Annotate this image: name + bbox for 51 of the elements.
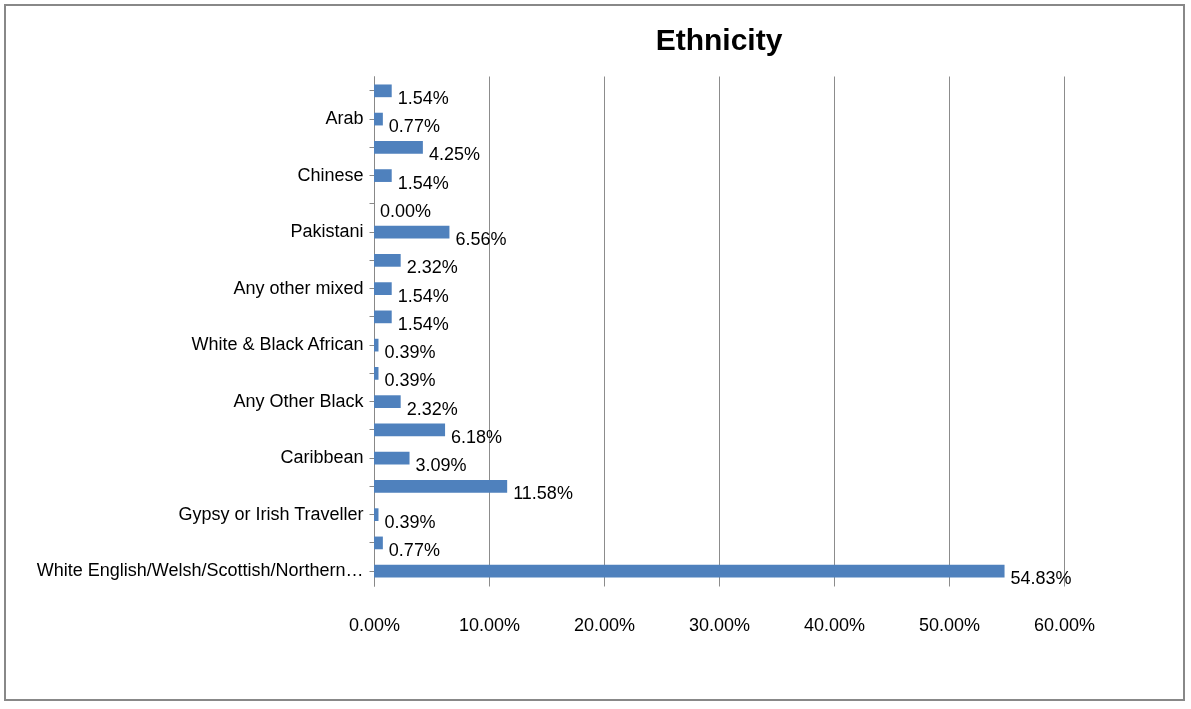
bar xyxy=(374,282,392,295)
y-tick-label: Any Other Black xyxy=(233,390,365,411)
bar xyxy=(374,395,401,408)
data-label: 1.54% xyxy=(397,285,449,306)
data-label: 0.39% xyxy=(384,511,436,532)
data-label: 1.54% xyxy=(397,313,449,334)
bar xyxy=(374,225,450,239)
y-tick-label: Any other mixed xyxy=(233,277,364,298)
x-tick-label: 30.00% xyxy=(688,614,751,635)
x-tick-label: 20.00% xyxy=(573,614,636,635)
bar xyxy=(374,536,383,550)
x-tick-label: 60.00% xyxy=(1033,614,1096,635)
x-tick-label: 40.00% xyxy=(803,614,866,635)
data-label: 4.25% xyxy=(428,144,480,165)
bar xyxy=(374,367,379,380)
data-label: 2.32% xyxy=(406,398,458,419)
bar xyxy=(374,254,401,267)
data-label: 6.56% xyxy=(455,229,507,250)
bar xyxy=(374,84,392,98)
data-label: 6.18% xyxy=(451,426,503,447)
bar xyxy=(374,508,379,522)
x-tick-label: 50.00% xyxy=(918,614,981,635)
bar xyxy=(374,310,392,324)
y-tick-label: White English/Welsh/Scottish/Northern… xyxy=(36,560,364,581)
bar xyxy=(374,423,446,437)
y-tick-label: Chinese xyxy=(297,164,364,185)
x-tick-label: 0.00% xyxy=(348,614,401,635)
bar xyxy=(374,480,508,493)
data-label: 54.83% xyxy=(1010,568,1072,589)
data-label: 11.58% xyxy=(513,483,573,504)
data-label: 0.77% xyxy=(388,539,440,560)
data-label: 0.00% xyxy=(380,200,432,221)
bar xyxy=(374,564,1005,578)
y-tick-label: Gypsy or Irish Traveller xyxy=(178,503,364,524)
data-label: 1.54% xyxy=(397,172,449,193)
x-tick-label: 10.00% xyxy=(458,614,521,635)
y-tick-label: White & Black African xyxy=(191,334,364,355)
data-label: 0.39% xyxy=(384,342,436,363)
y-tick-label: Caribbean xyxy=(280,447,364,468)
data-label: 2.32% xyxy=(406,257,458,278)
y-tick-label: Pakistani xyxy=(290,221,364,242)
y-tick-label: Arab xyxy=(325,108,364,129)
data-label: 3.09% xyxy=(415,455,467,476)
data-label: 0.39% xyxy=(384,370,436,391)
bar xyxy=(374,169,392,182)
bar xyxy=(374,112,383,126)
data-label: 1.54% xyxy=(397,87,449,108)
bar xyxy=(374,140,423,154)
chart-title: Ethnicity xyxy=(655,23,783,56)
bar xyxy=(374,451,410,465)
data-label: 0.77% xyxy=(388,116,440,137)
